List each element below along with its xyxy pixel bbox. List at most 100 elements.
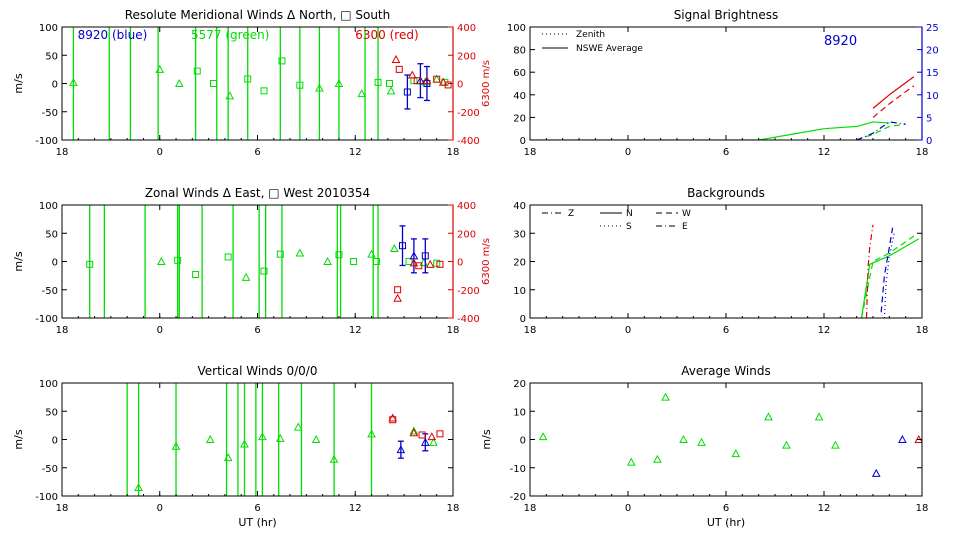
y2-tick-label: 5 <box>926 113 932 124</box>
y-axis-label: m/s <box>12 429 25 449</box>
y2-tick-label: 0 <box>457 80 463 91</box>
red-point <box>388 413 398 422</box>
blue-point <box>403 88 411 96</box>
annotation-label: 8920 <box>824 34 857 49</box>
series-line <box>860 235 915 318</box>
green-point <box>367 429 376 438</box>
y-tick-label: 0 <box>520 436 526 447</box>
series-line <box>860 238 920 318</box>
y2-tick-label: -200 <box>457 286 480 297</box>
x-tick-label: 18 <box>916 503 929 514</box>
y-tick-label: 10 <box>513 407 526 418</box>
red-point <box>395 65 403 73</box>
y-tick-label: 40 <box>513 201 526 212</box>
y2-tick-label: 10 <box>926 91 939 102</box>
red-point <box>433 75 441 83</box>
y2-tick-label: 400 <box>457 201 476 212</box>
green-point <box>697 437 706 446</box>
green-point <box>86 260 94 268</box>
green-point <box>293 422 303 431</box>
y2-tick-label: 20 <box>926 46 939 57</box>
green-point <box>538 432 548 441</box>
green-point <box>323 256 332 265</box>
chart-zonal: Zonal Winds Δ East, □ West 2010354 18 0 6 12… <box>12 186 492 336</box>
y-tick-label: 100 <box>39 23 58 34</box>
y-tick-label: 60 <box>513 68 526 79</box>
legend-label: S <box>626 222 632 232</box>
y-tick-label: -20 <box>510 492 526 503</box>
legend-label: NSWE Average <box>576 44 643 54</box>
chart-title: Resolute Meridional Winds Δ North, □ Sou… <box>125 8 391 22</box>
y-tick-label: -50 <box>42 286 58 297</box>
series-line <box>880 227 894 313</box>
x-tick-label: 18 <box>447 503 460 514</box>
y-tick-label: 0 <box>52 436 58 447</box>
green-point <box>764 412 773 421</box>
y-tick-label: 30 <box>513 229 526 240</box>
green-point <box>386 86 396 95</box>
x-tick-label: 6 <box>254 503 260 514</box>
green-point <box>831 440 840 449</box>
y-tick-label: 0 <box>520 314 526 325</box>
y-tick-label: 10 <box>513 286 526 297</box>
red-point <box>436 260 444 268</box>
green-point <box>157 256 166 265</box>
series-line <box>530 121 890 140</box>
y-tick-label: 50 <box>45 229 58 240</box>
chart-title: Vertical Winds 0/0/0 <box>198 364 318 378</box>
green-point <box>409 426 419 435</box>
chart-title: Average Winds <box>681 364 771 378</box>
x-tick-label: 0 <box>625 325 631 336</box>
green-point <box>275 433 285 442</box>
green-point <box>244 75 252 83</box>
green-point <box>357 89 367 98</box>
green-point <box>276 250 284 258</box>
y-tick-label: 20 <box>513 379 526 390</box>
y-tick-label: -100 <box>35 314 58 325</box>
plot-area-backgrounds <box>860 224 920 318</box>
green-point <box>193 67 201 75</box>
green-point <box>329 454 339 463</box>
y-tick-label: -100 <box>35 136 58 147</box>
x-tick-label: 0 <box>157 503 163 514</box>
green-point <box>350 258 358 265</box>
y2-tick-label: 200 <box>457 229 476 240</box>
x-tick-label: 6 <box>723 147 729 158</box>
y-tick-label: -10 <box>510 464 526 475</box>
chart-title: Backgrounds <box>687 186 765 200</box>
series-line <box>856 121 906 140</box>
x-tick-label: 12 <box>818 503 831 514</box>
y-axis-label: m/s <box>12 251 25 271</box>
x-axis-label: UT (hr) <box>238 516 276 529</box>
red-point <box>391 54 401 63</box>
y-tick-label: 0 <box>52 80 58 91</box>
y2-tick-label: 200 <box>457 51 476 62</box>
y2-axis-label: 6300 m/s <box>481 60 492 107</box>
green-point <box>679 434 688 443</box>
x-tick-label: 12 <box>349 147 362 158</box>
green-point <box>241 272 251 281</box>
green-point <box>69 77 78 86</box>
chart-vertical: Vertical Winds 0/0/0 18 0 6 12 18 100 50 0 -50 -10… <box>12 364 459 529</box>
x-tick-label: 6 <box>723 325 729 336</box>
y2-axis-label: 6300 m/s <box>481 238 492 285</box>
y2-tick-label: 15 <box>926 68 939 79</box>
series-line <box>872 76 915 109</box>
green-point <box>192 270 200 278</box>
y-tick-label: -50 <box>42 464 58 475</box>
red-point <box>436 430 444 438</box>
green-point <box>390 243 399 253</box>
plot-area-average <box>538 392 922 477</box>
green-point <box>405 258 413 265</box>
green-point <box>174 78 184 87</box>
x-tick-label: 6 <box>254 325 260 336</box>
y-tick-label: 0 <box>520 136 526 147</box>
x-tick-label: 18 <box>447 325 460 336</box>
green-point <box>814 412 824 421</box>
x-tick-label: 0 <box>157 147 163 158</box>
red-point <box>394 286 402 294</box>
x-tick-label: 18 <box>56 147 69 158</box>
